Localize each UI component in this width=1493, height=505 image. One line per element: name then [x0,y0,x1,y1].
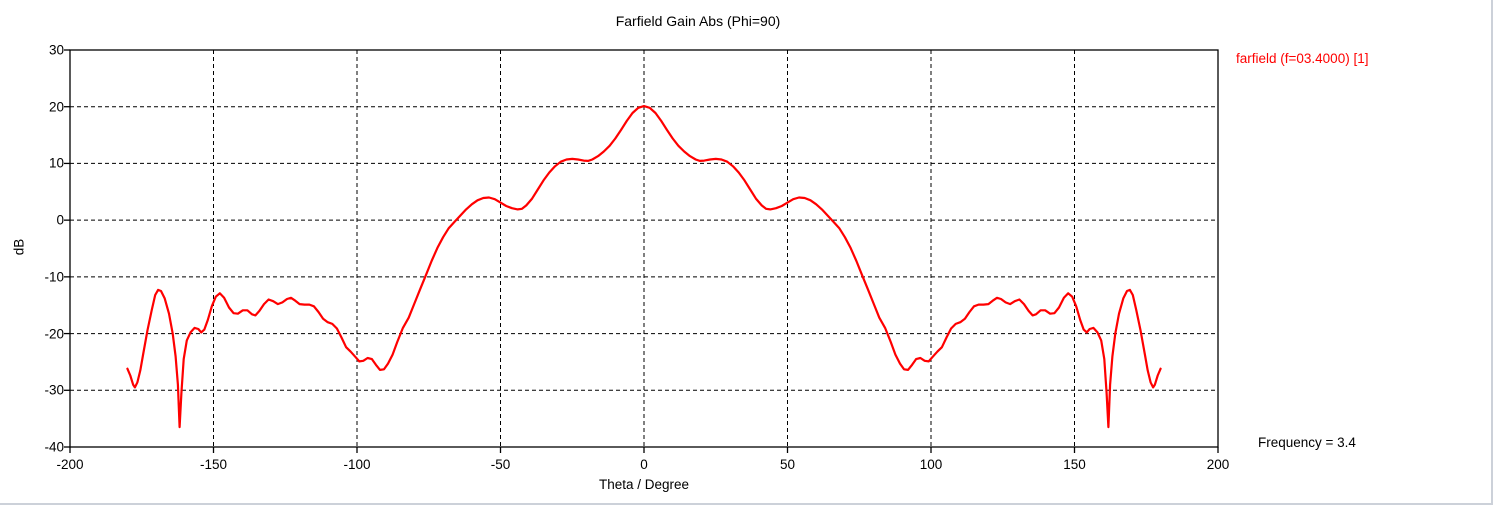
y-tick-label: -20 [44,326,64,342]
y-tick-label: -10 [44,269,64,285]
x-tick-label: 100 [919,457,943,472]
y-tick-label: -40 [44,439,64,455]
y-tick-label: 0 [56,212,64,228]
y-tick-label: 10 [48,155,64,171]
y-axis-label: dB [11,238,27,256]
farfield-gain-curve [126,105,1162,429]
y-tick-label: -30 [44,382,64,398]
stats-frequency: Frequency = 3.4 [1258,434,1356,450]
y-tick-label: 30 [48,42,64,58]
x-tick-label: 0 [640,457,648,472]
x-tick-label: -150 [199,457,228,472]
legend-entry: farfield (f=03.4000) [1] [1236,51,1369,66]
x-tick-label: 200 [1206,457,1230,472]
x-tick-label: -100 [343,457,371,472]
x-tick-label: -50 [490,457,511,472]
x-tick-label: -200 [56,457,84,472]
chart-title: Farfield Gain Abs (Phi=90) [615,13,781,29]
stats-panel: Frequency = 3.4 Main lobe magnitude = 20… [1258,381,1460,503]
y-tick-label: 20 [48,99,64,115]
x-tick-label: 150 [1063,457,1086,472]
x-tick-label: 50 [779,457,796,472]
x-axis-label: Theta / Degree [598,477,690,492]
